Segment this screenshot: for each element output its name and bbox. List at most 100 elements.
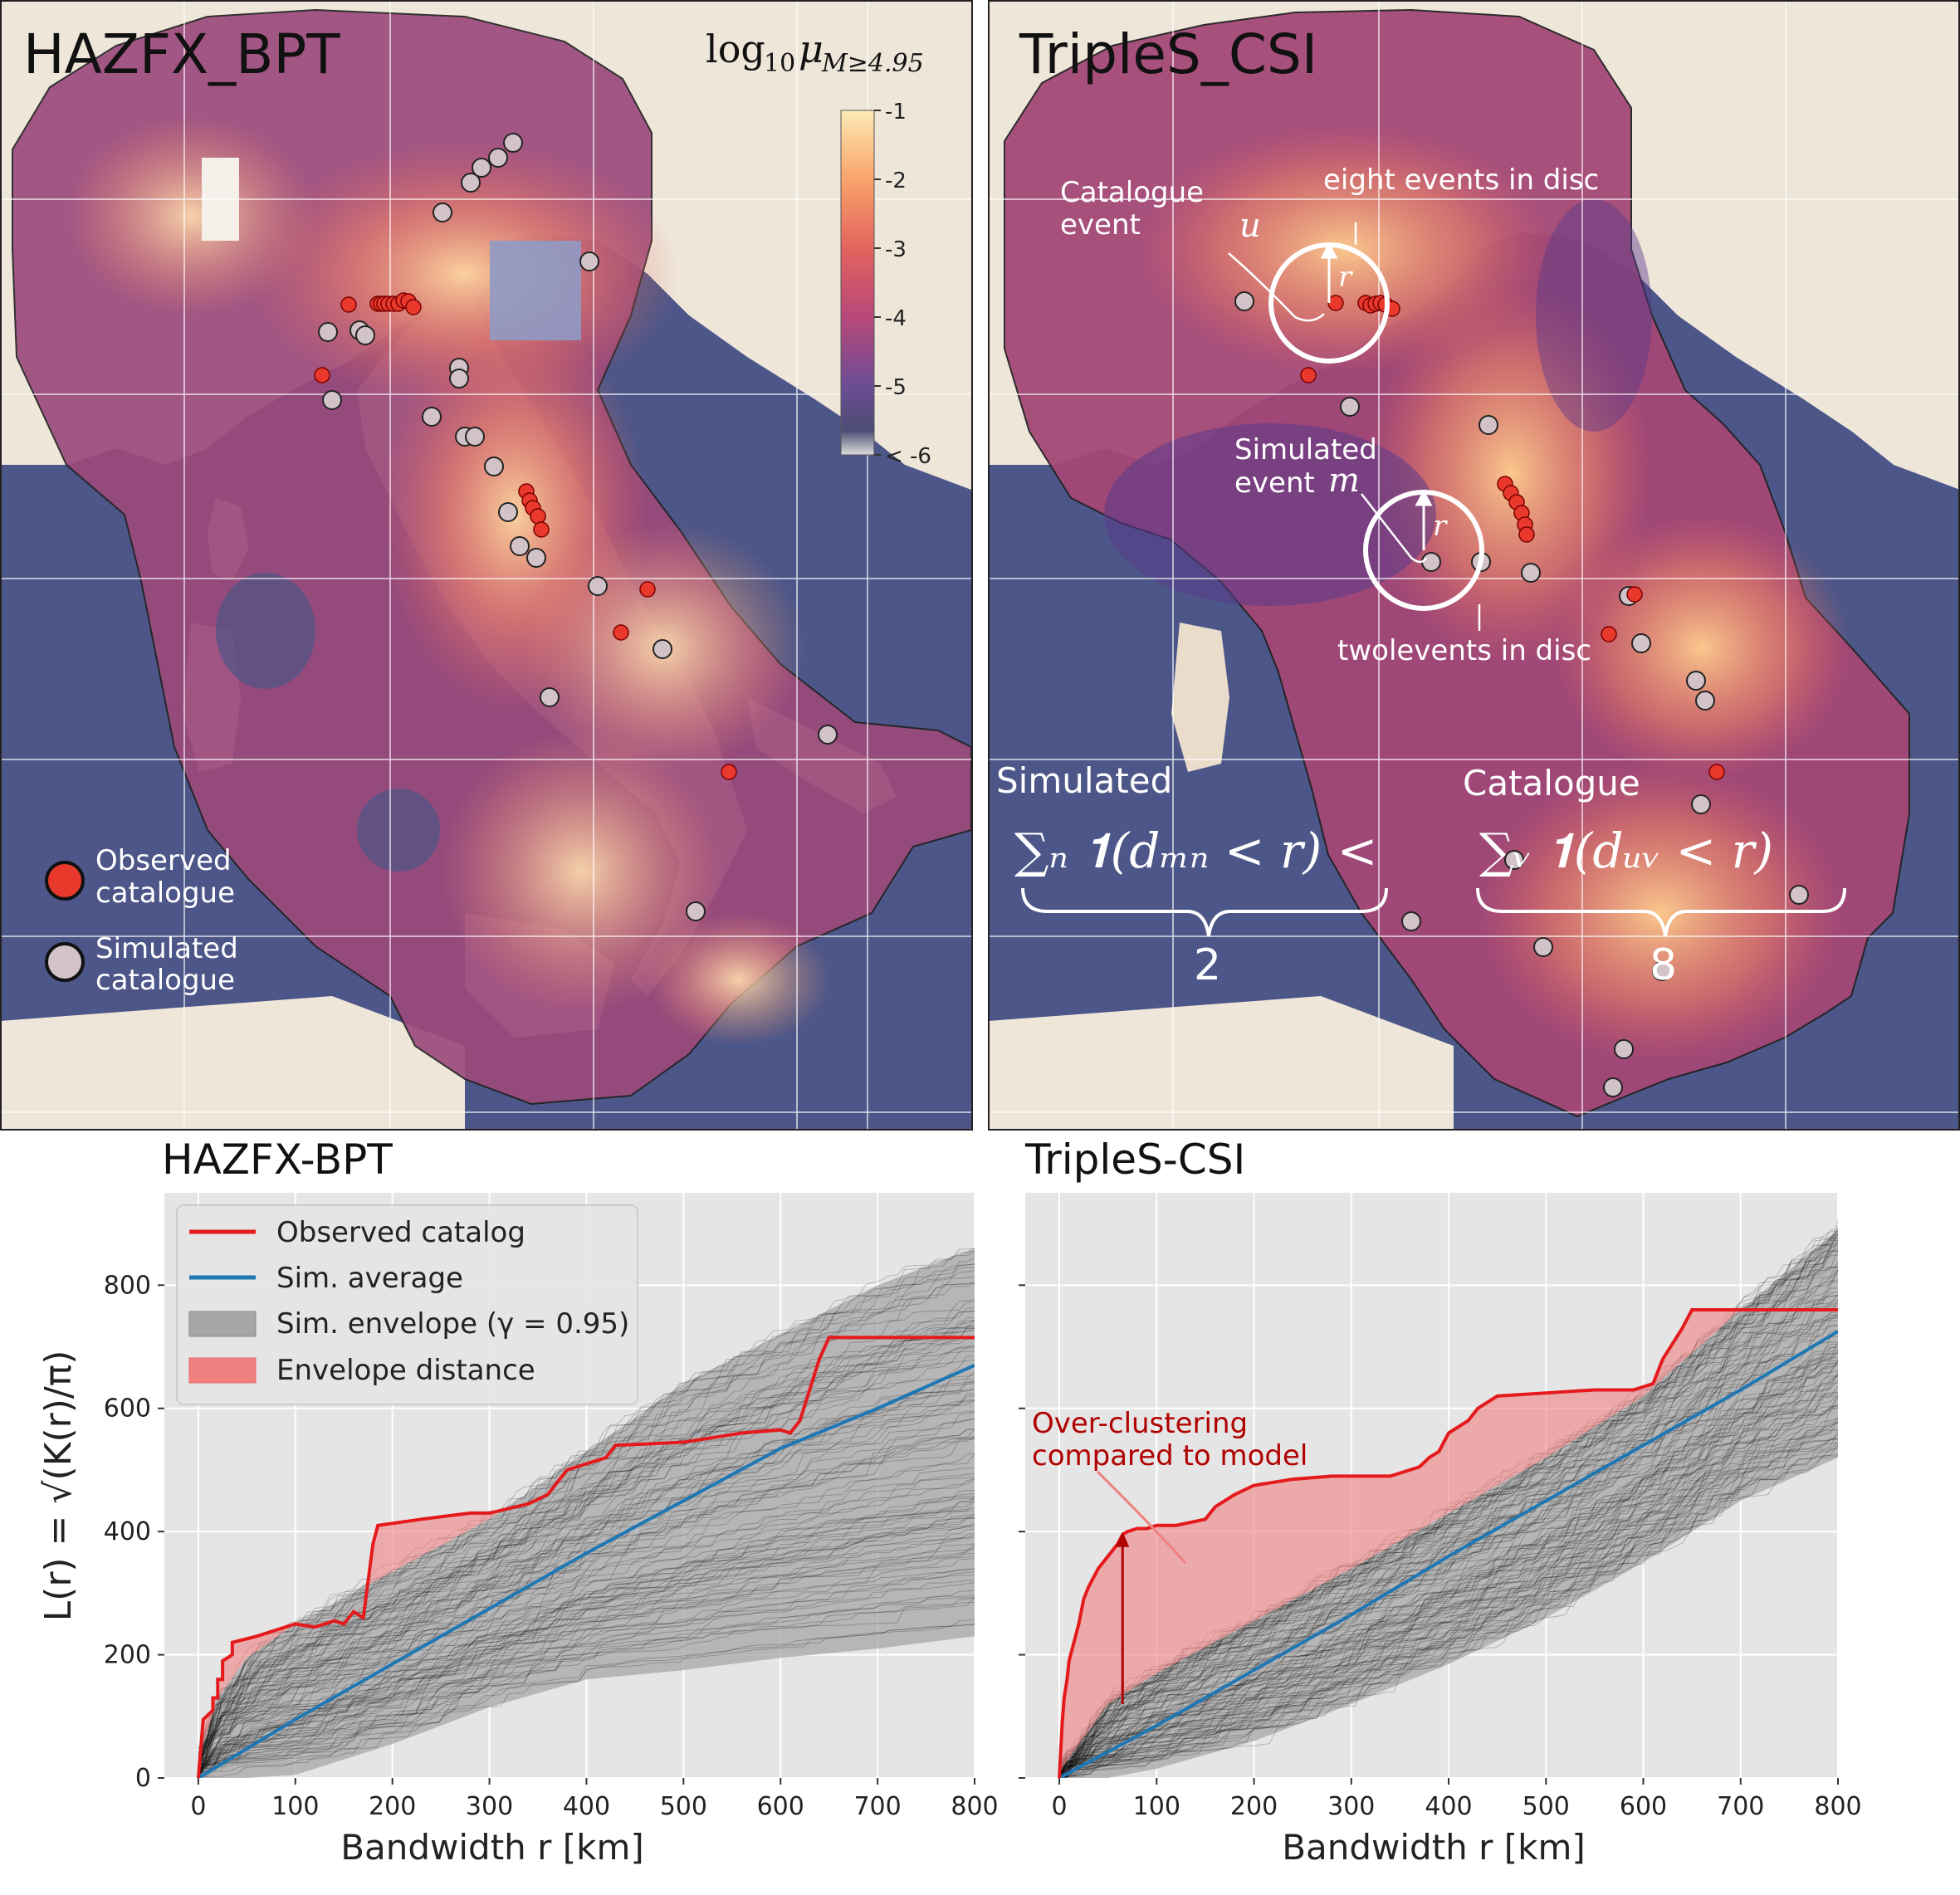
- x-tick-label: 700: [1717, 1792, 1764, 1821]
- sim-realisation: [1059, 1311, 1838, 1771]
- sim-realisation: [1058, 1269, 1838, 1775]
- sim-realisation: [198, 1556, 975, 1778]
- colorbar-label-log: log: [706, 27, 765, 71]
- sim-realisation: [198, 1399, 975, 1757]
- sim-realisation: [198, 1619, 975, 1778]
- sim-realisation: [198, 1419, 975, 1763]
- chart-title-hazfx: HAZFX-BPT: [162, 1136, 393, 1184]
- sim-realisation: [198, 1623, 975, 1778]
- sim-realisation: [198, 1532, 975, 1762]
- sim-realisation: [198, 1526, 975, 1761]
- sim-realisation: [1058, 1249, 1838, 1763]
- map-title: HAZFX_BPT: [23, 22, 340, 86]
- x-tick-label: 800: [1814, 1792, 1861, 1821]
- sim-realisation: [1058, 1382, 1838, 1778]
- heat-blob: [1478, 764, 1843, 1062]
- sim-realisation: [198, 1327, 975, 1776]
- sim-realisation: [198, 1436, 975, 1778]
- legend-observed-line2: catalogue: [95, 877, 235, 910]
- sim-realisation: [1059, 1250, 1838, 1767]
- x-tick-label: 500: [660, 1792, 707, 1821]
- sim-average-line: [1058, 1330, 1838, 1778]
- observed-line: [196, 1336, 975, 1778]
- formula-left: ∑ₙ 𝟏(dₘₙ < r) <: [1014, 823, 1377, 879]
- sim-realisation: [198, 1558, 975, 1766]
- sim-realisation: [1058, 1453, 1838, 1778]
- sim-realisation: [198, 1453, 975, 1772]
- observed-event-marker: [639, 581, 656, 598]
- sim-realisation: [1058, 1375, 1838, 1777]
- sim-realisation: [198, 1438, 975, 1761]
- sim-realisation: [1058, 1363, 1838, 1777]
- sim-realisation: [1058, 1421, 1838, 1768]
- sim-realisation: [1058, 1359, 1838, 1778]
- simulated-event-marker: [472, 158, 491, 178]
- sim-realisation: [198, 1489, 975, 1778]
- sim-realisation: [1058, 1438, 1838, 1778]
- sim-realisation: [198, 1516, 975, 1778]
- sim-realisation: [1058, 1429, 1838, 1778]
- sim-realisation: [198, 1497, 975, 1761]
- sim-realisation: [198, 1438, 975, 1778]
- sim-realisation: [198, 1346, 975, 1765]
- simulated-event-marker: [422, 407, 442, 427]
- sim-realisation: [1058, 1279, 1838, 1770]
- sim-realisation: [1058, 1365, 1838, 1778]
- sim-realisation: [1059, 1391, 1838, 1775]
- x-tick-label: 0: [1051, 1792, 1067, 1821]
- annotation-simulated-event-line1: Simulated: [1234, 433, 1377, 466]
- sim-realisation: [1058, 1250, 1838, 1777]
- annotation-u: u: [1239, 207, 1261, 245]
- sim-realisation: [1059, 1422, 1838, 1768]
- low-zone: [357, 789, 440, 872]
- sim-realisation: [1058, 1438, 1838, 1773]
- y-tick-label: 0: [135, 1764, 151, 1793]
- legend-observed-label: Observed catalog: [276, 1216, 525, 1249]
- sim-envelope: [198, 1248, 975, 1778]
- simulated-event-marker: [503, 133, 523, 153]
- map-annotations: Catalogue event u r eight events in disc…: [996, 164, 1773, 990]
- sim-realisation: [198, 1336, 975, 1752]
- observed-event-marker: [314, 367, 330, 383]
- sim-realisation: [1058, 1314, 1838, 1778]
- sim-realisation: [198, 1436, 975, 1762]
- heat-blob: [1370, 282, 1652, 664]
- x-tick-label: 200: [1230, 1792, 1278, 1821]
- simulated-event-marker: [1631, 633, 1651, 653]
- sim-realisation: [198, 1320, 975, 1761]
- legend-simulated-line2: catalogue: [95, 964, 235, 997]
- sim-realisation: [1059, 1269, 1838, 1778]
- sim-realisation: [198, 1301, 975, 1775]
- sim-realisation: [198, 1282, 975, 1765]
- sim-realisation: [198, 1395, 975, 1775]
- simulated-event-marker: [510, 536, 530, 556]
- sim-realisation: [198, 1307, 975, 1767]
- sim-realisation: [198, 1252, 975, 1750]
- sim-realisation: [1059, 1448, 1838, 1777]
- sim-realisation: [1058, 1416, 1838, 1778]
- sim-realisation: [198, 1325, 975, 1758]
- x-tick-label: 300: [1327, 1792, 1375, 1821]
- sim-realisation: [1058, 1444, 1838, 1778]
- simulated-event-marker: [1479, 415, 1498, 435]
- annotation-pointer: [1096, 1470, 1187, 1565]
- observed-event-marker: [721, 764, 737, 780]
- simulated-event-marker: [1421, 552, 1441, 572]
- x-tick-label: 200: [369, 1792, 416, 1821]
- legend-observed-line1: Observed: [95, 844, 232, 877]
- legend-simulated-marker: [45, 942, 85, 982]
- simulated-event-marker: [579, 252, 599, 271]
- map-events: [1234, 291, 1809, 1097]
- sim-realisation: [198, 1477, 975, 1773]
- y-tick-label: 200: [104, 1641, 151, 1670]
- annotation-m: m: [1328, 462, 1360, 500]
- envelope-distance: [369, 1510, 501, 1585]
- sim-realisation: [198, 1411, 975, 1775]
- sim-realisation: [198, 1580, 975, 1766]
- sim-realisation: [1058, 1254, 1838, 1764]
- simulated-event-marker: [1521, 563, 1541, 583]
- sim-realisation: [198, 1602, 975, 1777]
- observed-event-marker: [1626, 586, 1643, 603]
- colorbar-tick-label: -5: [885, 375, 907, 400]
- sim-realisation: [1059, 1326, 1838, 1773]
